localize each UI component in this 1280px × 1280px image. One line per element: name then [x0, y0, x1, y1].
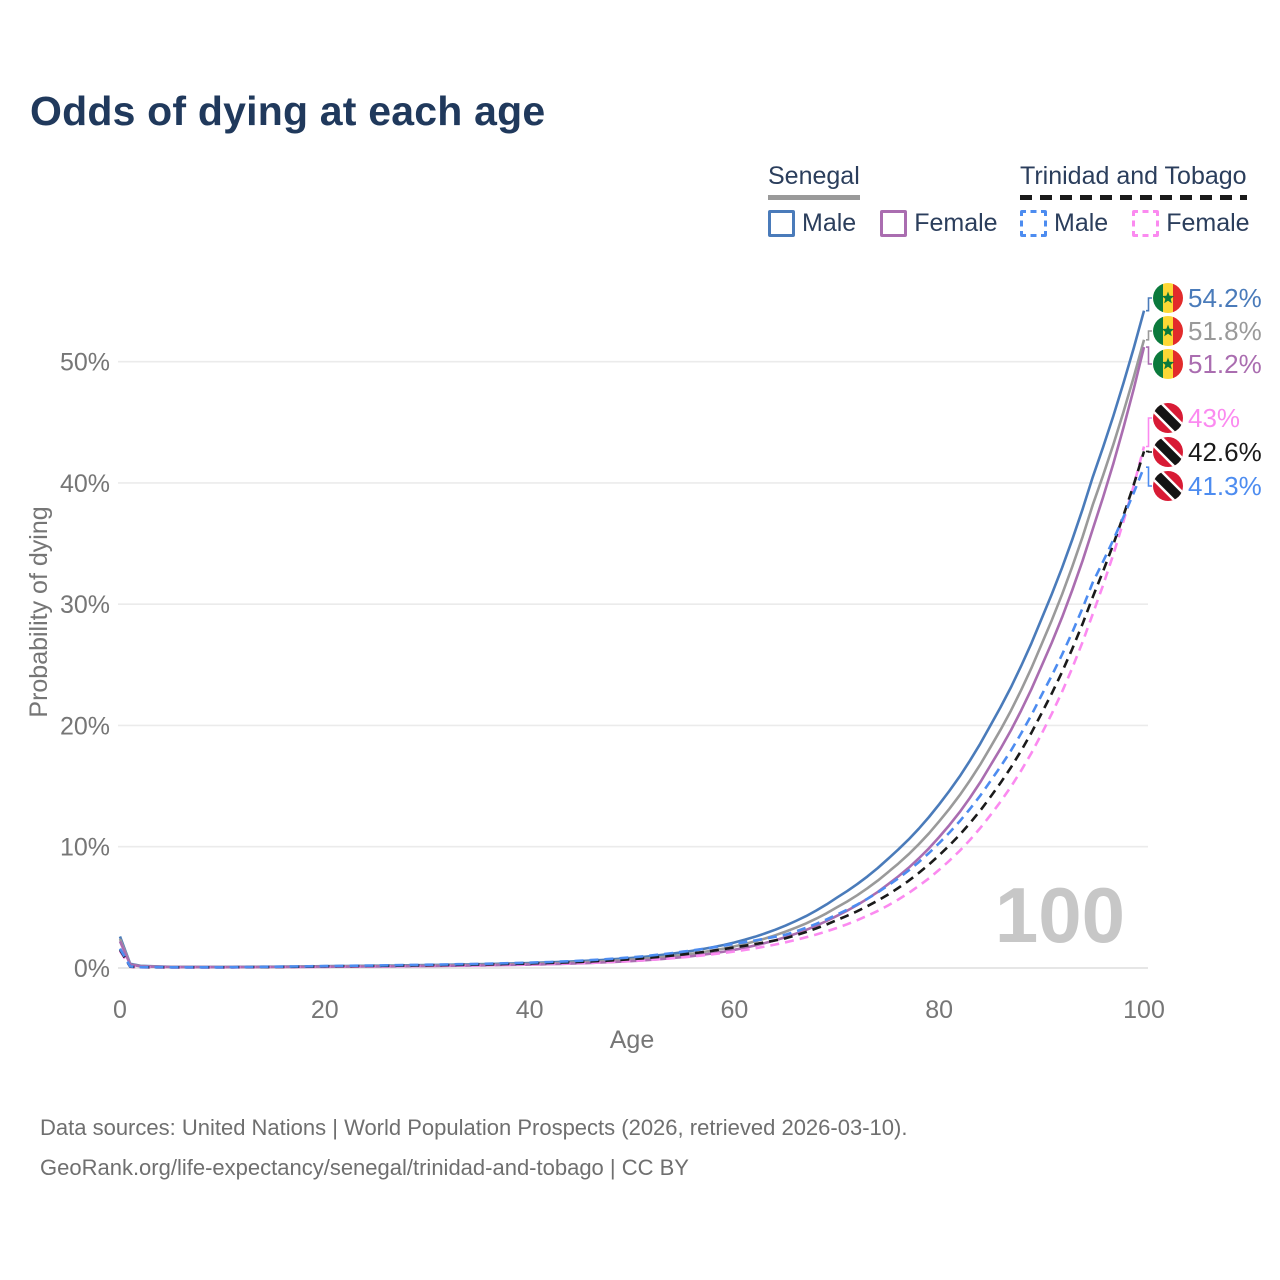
trinidad-female-checkbox-swatch[interactable]	[1132, 210, 1160, 237]
end-label-connector	[1146, 450, 1152, 453]
legend-group-senegal: Senegal Male Female	[768, 162, 998, 238]
legend-group-trinidad: Trinidad and Tobago Male Female	[1020, 162, 1250, 238]
x-tick-60: 60	[720, 996, 748, 1024]
end-label-value: 51.2%	[1188, 349, 1262, 379]
end-label-value: 42.6%	[1188, 437, 1262, 467]
y-tick-40%: 40%	[60, 470, 110, 498]
y-tick-0%: 0%	[74, 955, 110, 983]
x-tick-0: 0	[113, 996, 127, 1024]
series-line-trinidad-and-tobago-female	[118, 446, 1146, 969]
footer-attribution-link: GeoRank.org/life-expectancy/senegal/trin…	[40, 1155, 689, 1180]
watermark-age-100: 100	[995, 871, 1125, 959]
series-line-trinidad-and-tobago-both-sexes	[118, 451, 1146, 969]
senegal-flag-icon	[1153, 316, 1183, 346]
senegal-flag-icon	[1153, 349, 1183, 379]
trinidad-flag-icon	[1153, 437, 1183, 467]
end-label-connector	[1146, 346, 1152, 365]
legend-label-senegal-male: Male	[802, 209, 857, 237]
trinidad-flag-icon	[1153, 403, 1183, 433]
x-axis-label: Age	[610, 1026, 654, 1054]
page-title: Odds of dying at each age	[30, 88, 546, 134]
trinidad-dashed-line-swatch	[1020, 195, 1247, 200]
end-label-54.2%: 54.2%	[1153, 283, 1262, 313]
end-label-connector	[1146, 417, 1152, 448]
senegal-solid-line-swatch	[768, 195, 860, 200]
legend-country-trinidad-label: Trinidad and Tobago	[1020, 162, 1247, 190]
series-line-senegal-male	[118, 310, 1146, 969]
senegal-flag-icon	[1153, 283, 1183, 313]
y-tick-50%: 50%	[60, 349, 110, 377]
senegal-female-checkbox-swatch[interactable]	[880, 210, 908, 237]
legend: Senegal Male Female Trinidad and Tobago …	[0, 162, 1280, 242]
legend-label-senegal-female: Female	[914, 209, 998, 237]
end-label-value: 43%	[1188, 403, 1240, 433]
end-label-42.6%: 42.6%	[1153, 437, 1262, 467]
end-label-value: 51.8%	[1188, 316, 1262, 346]
legend-item-trinidad-female[interactable]: Female	[1132, 209, 1250, 238]
footer: Data sources: United Nations | World Pop…	[40, 1108, 907, 1188]
line-chart: 100 0% 10% 20% 30% 40% 50% 0 20 40 60 80 100 Age Proba…	[25, 283, 1262, 1054]
senegal-male-checkbox-swatch[interactable]	[768, 210, 795, 237]
end-label-51.8%: 51.8%	[1153, 316, 1262, 346]
x-tick-100: 100	[1123, 996, 1165, 1024]
end-label-51.2%: 51.2%	[1153, 349, 1262, 379]
end-label-43%: 43%	[1153, 403, 1240, 433]
end-label-41.3%: 41.3%	[1153, 471, 1262, 501]
legend-item-trinidad-male[interactable]: Male	[1020, 209, 1108, 238]
y-tick-20%: 20%	[60, 712, 110, 740]
series-line-senegal-female	[118, 346, 1146, 969]
legend-country-senegal-label: Senegal	[768, 162, 860, 190]
legend-label-trinidad-male: Male	[1054, 209, 1109, 237]
legend-item-senegal-male[interactable]: Male	[768, 209, 856, 238]
x-tick-40: 40	[516, 996, 544, 1024]
legend-label-trinidad-female: Female	[1166, 209, 1250, 237]
end-label-connector	[1146, 466, 1152, 487]
x-tick-20: 20	[311, 996, 339, 1024]
y-axis-label: Probability of dying	[25, 506, 53, 717]
trinidad-flag-icon	[1153, 471, 1183, 501]
end-label-value: 41.3%	[1188, 471, 1262, 501]
x-tick-80: 80	[925, 996, 953, 1024]
y-tick-10%: 10%	[60, 834, 110, 862]
series-line-senegal-both-sexes	[118, 339, 1146, 969]
legend-country-senegal: Senegal	[768, 162, 860, 200]
series-line-trinidad-and-tobago-male	[118, 466, 1146, 969]
end-label-connector	[1146, 330, 1152, 341]
end-label-connector	[1146, 297, 1152, 312]
trinidad-male-checkbox-swatch[interactable]	[1020, 210, 1047, 237]
footer-data-sources: Data sources: United Nations | World Pop…	[40, 1115, 908, 1140]
end-label-value: 54.2%	[1188, 283, 1262, 313]
legend-item-senegal-female[interactable]: Female	[880, 209, 998, 238]
legend-country-trinidad: Trinidad and Tobago	[1020, 162, 1247, 200]
y-tick-30%: 30%	[60, 591, 110, 619]
